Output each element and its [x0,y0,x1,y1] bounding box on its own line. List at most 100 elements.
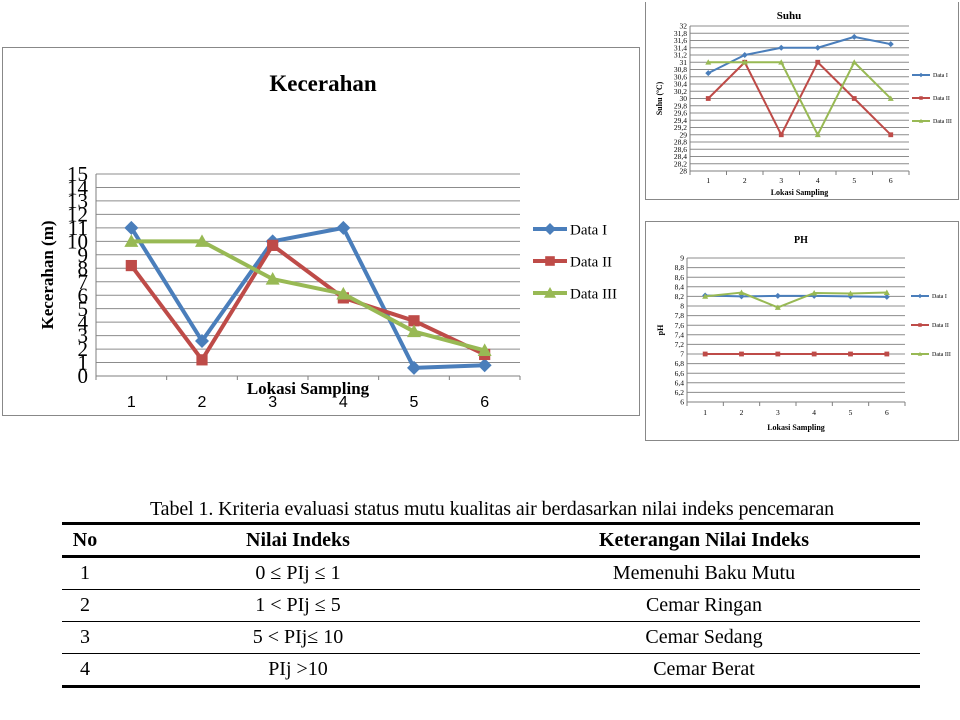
table-header-row: No Nilai Indeks Keterangan Nilai Indeks [62,524,920,557]
x-tick-label: 1 [127,394,136,411]
cell-no: 1 [62,557,108,590]
y-tick-label: 15 [67,162,88,186]
x-axis-title: Lokasi Sampling [767,423,825,432]
x-tick-label: 5 [852,176,856,185]
x-tick-label: 3 [776,408,780,417]
y-tick-label: 6,8 [675,359,685,368]
x-axis-title: Lokasi Sampling [771,188,829,197]
legend-label: Data II [570,254,612,270]
y-tick-label: 7,2 [675,340,685,349]
suhu-chart-svg: 2828,228,428,628,82929,229,429,629,83030… [646,2,960,200]
series-line [705,293,887,308]
table-row: 2 1 < PIj ≤ 5 Cemar Ringan [62,590,920,622]
cell-keterangan: Cemar Ringan [488,590,920,622]
legend-marker [918,323,922,327]
legend-label: Data I [932,294,947,300]
cell-keterangan: Cemar Sedang [488,622,920,654]
y-axis-title: Kecerahan (m) [38,220,57,329]
data-point [703,352,708,357]
x-tick-label: 1 [703,408,707,417]
chart-title: PH [794,235,808,246]
data-point [739,352,744,357]
series-line [705,295,887,296]
cell-keterangan: Memenuhi Baku Mutu [488,557,920,590]
x-tick-label: 4 [812,408,816,417]
legend-label: Data III [932,352,951,358]
x-tick-label: 6 [480,394,489,411]
kecerahan-chart-svg: 01234567891011121314151 2 3 4 5 6KecerahanLok… [3,48,641,417]
x-tick-label: 4 [816,176,820,185]
series-line [131,228,484,368]
x-tick-label: 2 [743,176,747,185]
ph-chart: 6 6,2 6,4 6,6 6,8 7 7,2 7,4 7,6 7,8 8 8,2 8,4 8,6 8,8 9… [645,221,959,441]
data-point [706,96,711,101]
legend-marker [918,294,922,298]
data-point [126,260,137,271]
table-row: 3 5 < PIj≤ 10 Cemar Sedang [62,622,920,654]
y-tick-label: 8,6 [675,273,685,282]
cell-no: 4 [62,654,108,687]
data-point [815,45,821,51]
series-line [131,245,484,359]
y-tick-label: 6,6 [675,369,685,378]
x-tick-label: 6 [885,408,889,417]
y-tick-label: 7,6 [675,321,685,330]
data-point [775,293,781,299]
y-axis-title: Suhu (ºC) [655,81,664,115]
legend-label: Data I [933,73,948,79]
x-tick-label: 5 [849,408,853,417]
legend-label: Data III [933,119,952,125]
data-point [888,132,893,137]
data-point [775,352,780,357]
criteria-table-section: Tabel 1. Kriteria evaluasi status mutu k… [62,496,922,688]
cell-no: 3 [62,622,108,654]
y-tick-label: 8 [680,302,684,311]
y-tick-label: 7,4 [675,330,685,339]
legend-marker [919,73,923,77]
suhu-chart: 28 28,2 28,4 28,6 28,8 29 29,2 29,4 29,6 29,8 30 30… [645,2,959,200]
x-tick-label: 3 [779,176,783,185]
ph-chart-svg: 66,26,46,66,877,27,47,67,888,28,48,68,89… [646,222,960,442]
cell-nilai-indeks: 5 < PIj≤ 10 [108,622,488,654]
x-tick-label: 6 [889,176,893,185]
data-point [815,60,820,65]
data-point [888,41,894,47]
data-point [778,45,784,51]
x-axis-title: Lokasi Sampling [247,379,370,398]
data-point [478,358,492,372]
data-point [779,132,784,137]
cell-no: 2 [62,590,108,622]
data-point [336,221,350,235]
y-tick-label: 6,4 [675,378,685,387]
cell-nilai-indeks: PIj >10 [108,654,488,687]
data-point [267,240,278,251]
cell-keterangan: Cemar Berat [488,654,920,687]
y-tick-label: 32 [680,22,688,31]
y-tick-label: 8,2 [675,292,685,301]
data-point [851,34,857,40]
cell-nilai-indeks: 0 ≤ PIj ≤ 1 [108,557,488,590]
legend-label: Data II [933,96,950,102]
y-tick-label: 6,2 [675,388,685,397]
chart-title: Kecerahan [269,71,377,96]
chart-title: Suhu [777,10,801,22]
x-tick-label: 2 [198,394,207,411]
data-point [852,96,857,101]
legend-label: Data I [570,222,607,238]
x-tick-label: 5 [410,394,419,411]
table-row: 4 PIj >10 Cemar Berat [62,654,920,687]
data-point [812,352,817,357]
y-tick-label: 8,8 [675,263,685,272]
x-tick-label: 1 [706,176,710,185]
header-nilai-indeks: Nilai Indeks [108,524,488,557]
legend-marker [544,223,556,235]
table-row: 1 0 ≤ PIj ≤ 1 Memenuhi Baku Mutu [62,557,920,590]
y-tick-label: 7,8 [675,311,685,320]
kecerahan-chart: 0 1 2 3 4 5 6 7 8 9 10 11 12 13 14 15 1 2 3 4 5 6 Kecerahan Lok… [2,47,640,416]
y-tick-label: 9 [680,254,684,263]
legend-label: Data III [570,286,617,302]
y-tick-label: 6 [680,398,684,407]
data-point [848,352,853,357]
header-keterangan: Keterangan Nilai Indeks [488,524,920,557]
header-no: No [62,524,108,557]
